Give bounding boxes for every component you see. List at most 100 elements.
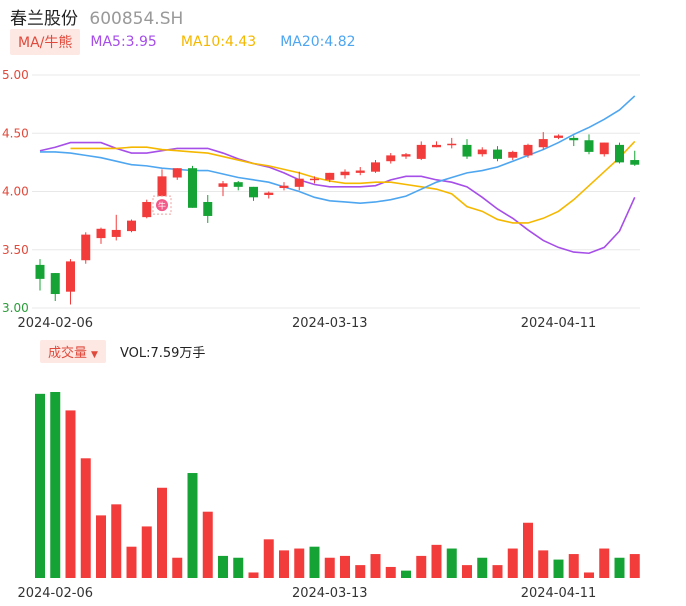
candle-body [325,172,335,180]
candle-body [172,168,182,178]
volume-bar [568,554,579,578]
ma-indicator-button[interactable]: MA/牛熊 [10,29,81,55]
candle-body [157,176,167,197]
volume-bar [477,557,488,578]
price-tick-label: 4.50 [2,126,29,140]
candle-body [279,185,289,189]
candle-body [142,201,152,218]
candle-body [310,178,319,181]
volume-bar [96,515,106,578]
ma5-line [39,141,636,255]
volume-bar [294,548,305,578]
candle-body [462,144,472,157]
volume-bar [141,526,152,578]
caret-down-icon: ▼ [91,349,98,360]
ma-legend-bar: MA/牛熊 MA5:3.95 MA10:4.43 MA20:4.82 [10,29,370,55]
volume-bar [462,565,472,578]
stock-title: 春兰股份 600854.SH [10,4,183,29]
volume-bar [416,555,427,578]
volume-indicator-button[interactable]: 成交量 ▼ [40,339,106,363]
candle-body [294,178,304,187]
bull-marker-frame [152,195,172,215]
ma20-line [40,95,636,204]
volume-bar [629,554,640,578]
volume-bar [355,565,366,578]
candle-body [584,140,594,152]
ma10-label: MA10:4.43 [180,34,257,50]
candle-body [264,192,274,195]
volume-bar [172,557,183,578]
bull-icon [156,199,168,212]
volume-date-label: 2024-04-11 [521,586,597,601]
candle-body [111,229,121,237]
price-tick-label: 3.00 [2,301,29,315]
candle-body [50,273,60,295]
date-label: 2024-03-13 [292,316,368,331]
candle-body [340,171,350,176]
candle-body [569,137,579,141]
candle-body [203,201,213,216]
candle-body [81,234,91,261]
candle-body [538,139,548,148]
volume-bar [218,555,228,578]
volume-bar [584,572,594,578]
stock-name: 春兰股份 [10,9,78,29]
volume-bar [65,410,76,578]
price-tick-label: 4.00 [2,185,29,199]
candle-body [355,170,365,173]
volume-bar [370,554,381,578]
volume-bar [309,546,320,578]
price-tick-label: 3.50 [2,243,29,257]
candle-body [188,168,197,208]
candle-body [523,144,533,156]
date-label: 2024-02-06 [17,316,93,331]
volume-bar [263,539,274,578]
candle-body [218,183,228,187]
bull-marker-glyph: 牛 [158,201,166,211]
volume-bar [446,548,457,578]
volume-date-label: 2024-03-13 [292,586,368,601]
candle-body [447,143,457,146]
candle-body [371,162,380,172]
candle-body [35,264,45,279]
candle-body [416,144,426,159]
volume-bar [248,572,259,578]
volume-bar [431,544,442,578]
volume-bar [187,473,198,578]
candle-body [493,149,502,159]
volume-date-label: 2024-02-06 [17,586,93,601]
volume-bar [279,550,289,578]
candle-body [599,142,609,155]
ma20-label: MA20:4.82 [280,34,356,50]
candle-body [386,155,396,162]
candle-body [615,144,624,163]
volume-bar [599,548,610,578]
volume-bar [233,557,244,578]
candle-body [66,261,75,292]
volume-bar [157,487,167,578]
volume-bar [50,392,61,578]
volume-value: VOL:7.59万手 [119,345,206,361]
volume-bar [80,458,91,578]
candle-body [96,228,106,239]
candle-body [508,151,518,158]
candle-body [477,149,487,155]
candle-body [127,220,136,232]
volume-legend-bar: 成交量 ▼ VOL:7.59万手 [40,339,206,363]
volume-bar [385,566,396,578]
volume-bar [324,557,335,578]
volume-bar [492,565,503,578]
volume-bar [538,550,549,578]
volume-bar [401,570,411,578]
candle-body [233,182,243,187]
candle-body [401,154,411,157]
volume-bar [553,559,564,578]
volume-bar [126,546,137,578]
volume-indicator-label: 成交量 [48,345,88,361]
ma5-label: MA5:3.95 [90,34,157,50]
volume-bar [111,504,122,578]
volume-bar [614,557,625,578]
date-label: 2024-04-11 [521,316,597,331]
stock-code: 600854.SH [89,9,184,29]
